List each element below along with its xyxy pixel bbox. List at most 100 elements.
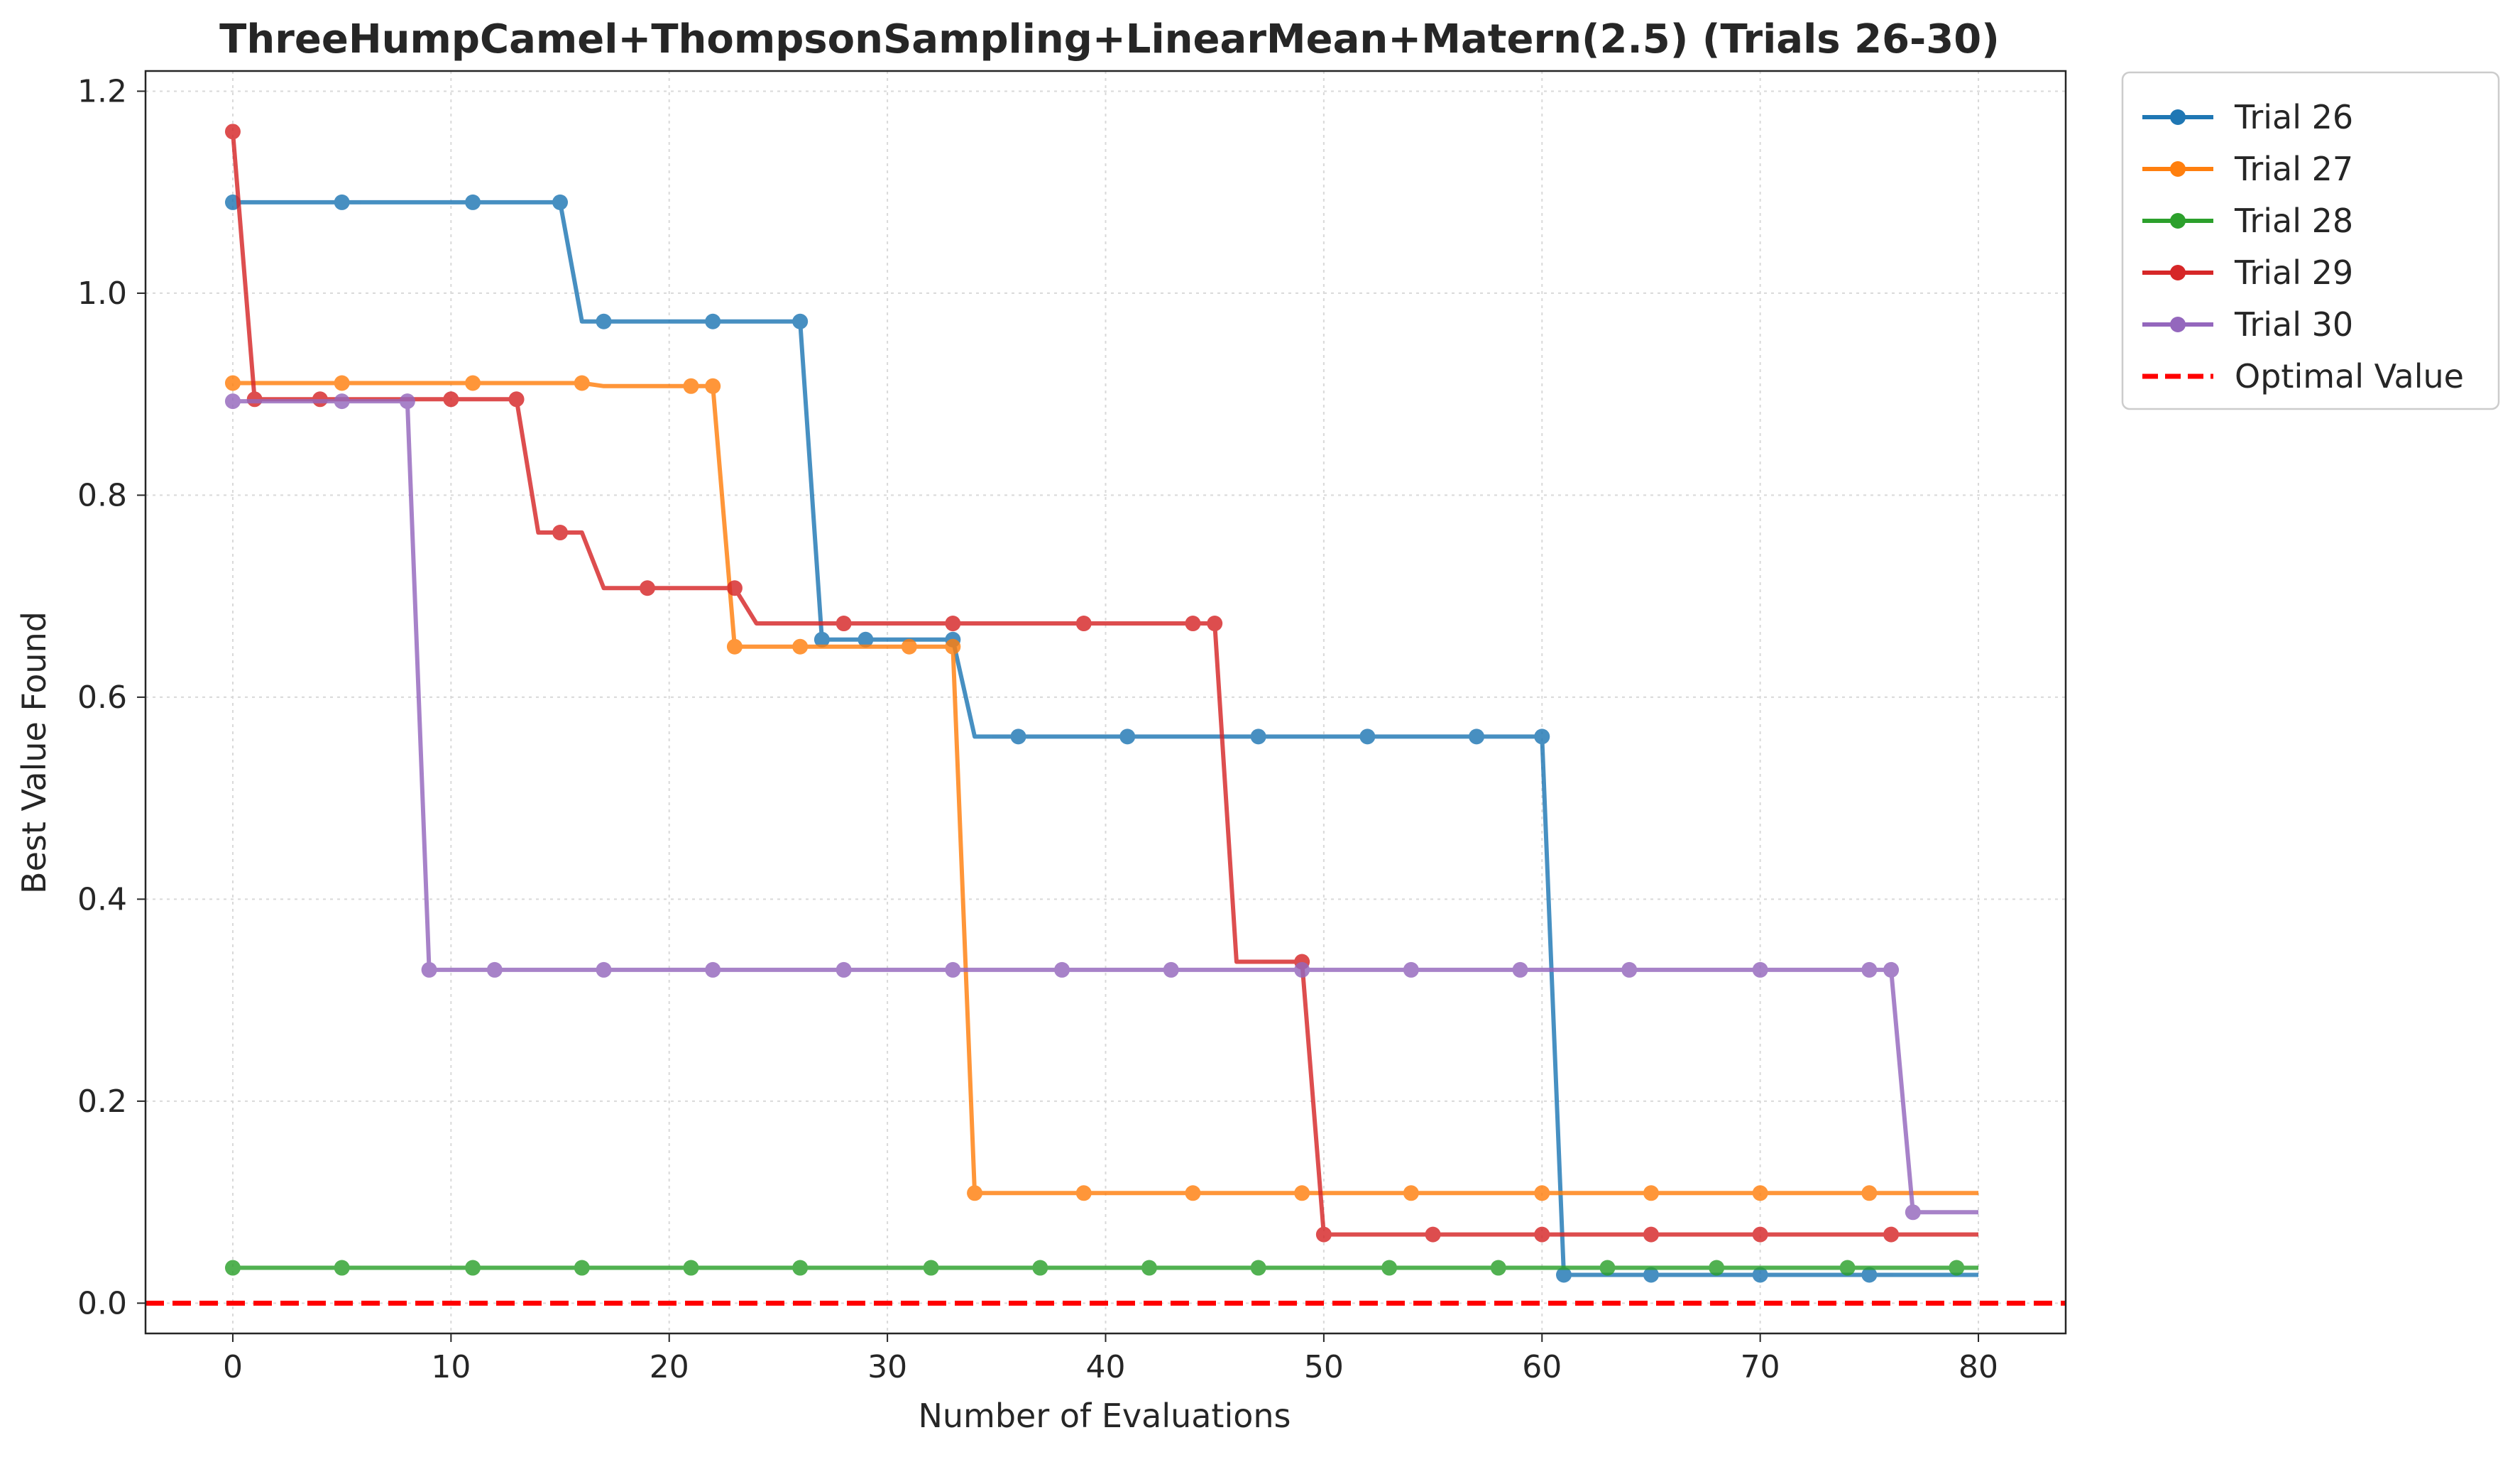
data-point [1709, 1260, 1725, 1276]
data-point [792, 638, 809, 655]
data-point [1534, 728, 1550, 745]
x-tick-label: 0 [223, 1349, 243, 1385]
legend-entry: Trial 28 [2142, 202, 2353, 240]
y-tick-label: 0.6 [77, 680, 127, 716]
y-tick-label: 0.4 [77, 881, 127, 917]
data-point [1883, 1226, 1900, 1243]
data-point [1119, 728, 1136, 745]
data-point [552, 194, 569, 210]
y-tick-label: 0.2 [77, 1084, 127, 1120]
data-point [1883, 961, 1900, 978]
series-trial-27 [224, 375, 1979, 1201]
chart-title: ThreeHumpCamel+ThompsonSampling+LinearMe… [219, 16, 2000, 62]
data-point [1207, 616, 1223, 632]
legend-label: Trial 26 [2234, 98, 2353, 136]
data-point [683, 378, 699, 394]
data-point [683, 1260, 699, 1276]
y-axis-ticks: 0.0 0.2 0.4 0.6 0.8 1.0 1.2 [77, 73, 146, 1321]
data-point [508, 391, 525, 408]
data-point [1141, 1260, 1157, 1276]
data-point [901, 638, 917, 655]
data-point [792, 1260, 809, 1276]
data-point [1075, 1185, 1092, 1201]
plot-series [224, 124, 1979, 1283]
legend-label: Trial 29 [2234, 253, 2353, 292]
data-point [1621, 961, 1638, 978]
data-point [1643, 1226, 1659, 1243]
data-point [639, 580, 655, 596]
data-point [1294, 961, 1310, 978]
x-axis-ticks: 0 10 20 30 40 50 60 70 80 [223, 1333, 1998, 1385]
data-point [945, 961, 961, 978]
legend-frame [2121, 71, 2500, 410]
data-point [421, 961, 437, 978]
data-point [334, 375, 350, 391]
data-point [224, 1260, 241, 1276]
y-tick-label: 1.2 [77, 73, 127, 109]
x-tick-label: 50 [1304, 1349, 1344, 1385]
series-line [232, 200, 1979, 1277]
data-point [1534, 1226, 1550, 1243]
x-tick-label: 30 [867, 1349, 907, 1385]
data-point [1403, 1185, 1419, 1201]
data-point [1381, 1260, 1398, 1276]
data-point [1599, 1260, 1616, 1276]
data-point [1185, 1185, 1201, 1201]
data-point [1469, 728, 1485, 745]
y-tick-label: 0.0 [77, 1285, 127, 1321]
data-point [443, 391, 459, 408]
data-point [224, 375, 241, 391]
data-point [1752, 1185, 1768, 1201]
data-point [334, 1260, 350, 1276]
legend-entry: Trial 29 [2142, 253, 2353, 292]
data-point [1905, 1204, 1921, 1221]
data-point [465, 1260, 481, 1276]
data-point [1861, 1185, 1878, 1201]
data-point [1315, 1226, 1332, 1243]
data-point [705, 378, 721, 394]
data-point [1032, 1260, 1048, 1276]
data-point [1752, 1267, 1768, 1283]
data-point [945, 638, 961, 655]
y-tick-label: 1.0 [77, 275, 127, 312]
legend-label: Trial 28 [2234, 202, 2353, 240]
legend-swatch-marker [2170, 109, 2186, 125]
x-tick-label: 20 [650, 1349, 689, 1385]
y-tick-label: 0.8 [77, 477, 127, 513]
data-point [465, 375, 481, 391]
legend-label: Optimal Value [2235, 357, 2464, 395]
data-point [399, 393, 415, 410]
data-point [836, 616, 852, 632]
data-point [1861, 961, 1878, 978]
data-point [1250, 1260, 1266, 1276]
data-point [1839, 1260, 1856, 1276]
x-tick-label: 10 [431, 1349, 471, 1385]
data-point [726, 638, 743, 655]
data-point [574, 375, 590, 391]
data-point [1054, 961, 1070, 978]
legend-label: Trial 27 [2234, 150, 2353, 188]
data-point [224, 393, 241, 410]
data-point [858, 631, 874, 648]
series-line [232, 399, 1979, 1215]
data-point [334, 393, 350, 410]
data-point [1556, 1267, 1572, 1283]
data-point [1861, 1267, 1878, 1283]
data-point [1294, 1185, 1310, 1201]
legend-label: Trial 30 [2234, 305, 2353, 344]
data-point [334, 194, 350, 210]
data-point [552, 525, 569, 541]
data-point [596, 961, 612, 978]
data-point [813, 631, 830, 648]
data-point [1425, 1226, 1441, 1243]
data-point [945, 616, 961, 632]
data-point [1512, 961, 1528, 978]
data-point [1359, 728, 1376, 745]
x-axis-label: Number of Evaluations [918, 1397, 1291, 1435]
data-point [574, 1260, 590, 1276]
legend-swatch-marker [2170, 265, 2186, 280]
legend-entry: Trial 26 [2142, 98, 2353, 136]
legend-entry: Trial 30 [2142, 305, 2353, 344]
data-point [705, 961, 721, 978]
data-point [1010, 728, 1026, 745]
